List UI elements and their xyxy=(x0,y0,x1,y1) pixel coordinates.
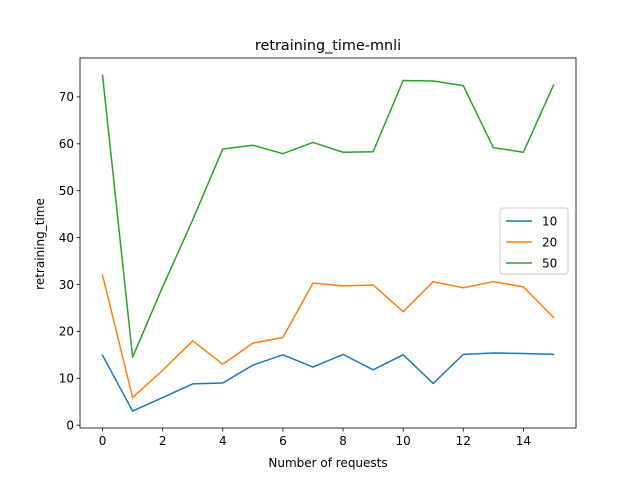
y-tick-label: 10 xyxy=(59,372,74,386)
y-tick-label: 30 xyxy=(59,278,74,292)
y-axis-label: retraining_time xyxy=(33,198,47,290)
x-tick-label: 2 xyxy=(159,434,167,448)
x-tick-label: 14 xyxy=(516,434,531,448)
y-tick-label: 40 xyxy=(59,231,74,245)
series-line-20 xyxy=(101,274,555,399)
legend-label-10: 10 xyxy=(542,214,557,228)
plot-area: 0 2 4 6 8 10 12 14 0 10 20 30 40 50 60 70 10 20 50 xyxy=(59,57,577,448)
x-axis-label: Number of requests xyxy=(268,456,387,470)
legend: 10 20 50 xyxy=(499,207,569,275)
x-tick-label: 6 xyxy=(279,434,287,448)
y-tick-label: 50 xyxy=(59,184,74,198)
y-tick-label: 0 xyxy=(66,418,74,432)
x-tick-label: 8 xyxy=(339,434,347,448)
axes-frame xyxy=(79,57,577,429)
legend-label-50: 50 xyxy=(542,256,557,270)
series-line-10 xyxy=(101,352,555,412)
x-tick-label: 4 xyxy=(219,434,227,448)
legend-box xyxy=(499,207,569,275)
y-tick-label: 70 xyxy=(59,90,74,104)
series-line-50 xyxy=(101,74,555,358)
x-tick-label: 0 xyxy=(99,434,107,448)
y-tick-label: 60 xyxy=(59,137,74,151)
x-tick-label: 10 xyxy=(396,434,411,448)
chart-title: retraining_time-mnli xyxy=(255,38,401,54)
y-tick-label: 20 xyxy=(59,325,74,339)
x-tick-label: 12 xyxy=(456,434,471,448)
legend-label-20: 20 xyxy=(542,235,557,249)
